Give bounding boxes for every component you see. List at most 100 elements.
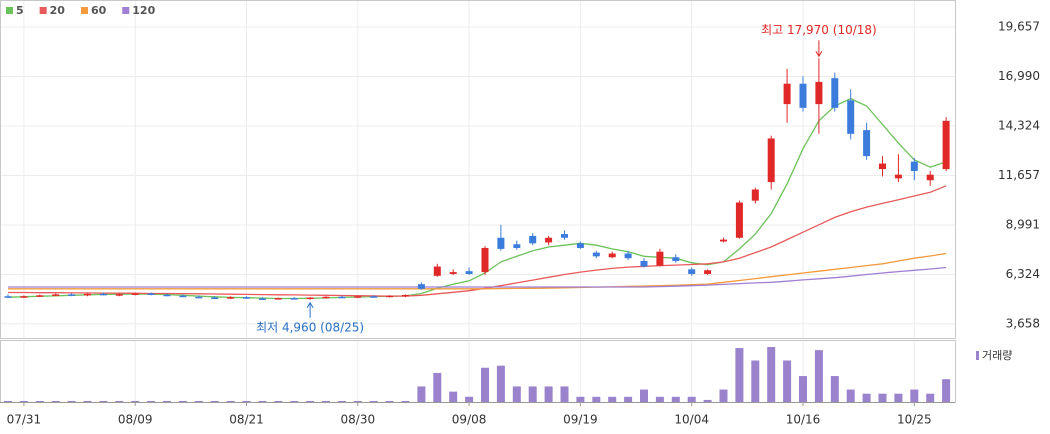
volume-bar — [624, 396, 633, 402]
candle-body — [624, 253, 632, 259]
volume-bar — [894, 393, 903, 402]
volume-bar — [337, 400, 346, 402]
volume-legend-label: 거래량 — [982, 349, 1012, 362]
candle-body — [847, 100, 855, 134]
volume-bar — [322, 400, 330, 402]
legend-label: 120 — [132, 4, 155, 17]
volume-bar — [369, 400, 378, 402]
volume-bar — [401, 400, 410, 402]
y-tick-label: 11,657 — [998, 168, 1040, 182]
volume-bar — [878, 393, 887, 402]
volume-bar — [99, 400, 108, 402]
volume-bar — [385, 400, 394, 402]
volume-bar — [115, 400, 124, 402]
y-tick-label: 8,991 — [1006, 217, 1040, 231]
annotation-arrowhead — [306, 301, 314, 309]
volume-bar — [767, 347, 776, 402]
volume-bar — [814, 350, 823, 402]
legend-swatch — [39, 7, 47, 14]
legend-swatch — [122, 7, 130, 14]
candle-body — [688, 269, 696, 274]
candle-body — [799, 83, 807, 108]
x-tick-label: 10/04 — [674, 413, 709, 427]
volume-bar — [942, 379, 951, 402]
legend-label: 5 — [16, 4, 24, 17]
y-tick-label: 19,657 — [998, 19, 1040, 33]
candle-body — [36, 295, 44, 297]
y-tick-label: 14,324 — [998, 118, 1040, 132]
volume-bar — [417, 386, 426, 402]
candle-body — [656, 251, 664, 266]
x-tick-label: 10/16 — [786, 413, 821, 427]
volume-bar — [846, 389, 855, 402]
candle-body — [513, 244, 521, 248]
candle-body — [720, 239, 727, 242]
candle-body — [910, 161, 918, 171]
candle-body — [465, 271, 473, 274]
candle-body — [243, 297, 250, 299]
candle-body — [402, 294, 409, 297]
volume-bar — [242, 400, 251, 402]
candle-body — [449, 272, 457, 274]
candle-body — [926, 174, 934, 181]
volume-bar — [147, 400, 156, 402]
volume-bar — [862, 393, 871, 402]
volume-panel — [0, 340, 956, 403]
volume-bar — [719, 389, 728, 402]
candle-body — [195, 296, 203, 299]
y-tick-label: 16,990 — [998, 69, 1040, 83]
volume-bar — [306, 400, 315, 402]
candle-body — [386, 295, 394, 298]
y-tick-label: 6,324 — [1006, 267, 1040, 281]
volume-bar — [576, 396, 585, 402]
volume-bar — [640, 389, 648, 402]
x-tick-label: 09/19 — [563, 413, 598, 427]
candle-body — [322, 296, 330, 299]
candle-body — [163, 294, 171, 297]
volume-bar — [290, 400, 299, 402]
candle-body — [545, 237, 553, 243]
ma-line — [8, 252, 947, 290]
legend-label: 60 — [91, 4, 107, 17]
volume-bar — [926, 393, 935, 402]
candle-body — [735, 202, 743, 238]
volume-bar — [210, 400, 219, 402]
candle-body — [481, 247, 489, 273]
annotation: 최고 17,970 (10/18) — [761, 23, 877, 37]
volume-bar — [703, 399, 712, 402]
volume-bar — [799, 376, 807, 402]
legend-label: 20 — [50, 4, 66, 17]
volume-bar — [481, 367, 489, 402]
candle-body — [433, 266, 441, 276]
candle-body — [704, 270, 712, 274]
volume-bar — [671, 396, 680, 402]
candle-body — [863, 130, 871, 157]
volume-bar — [449, 391, 458, 402]
price-panel — [0, 0, 956, 339]
legend-swatch — [80, 7, 88, 14]
candle-body — [529, 235, 537, 244]
candle-body — [576, 243, 584, 248]
x-tick-label: 07/31 — [7, 413, 42, 427]
ma-line — [7, 97, 947, 300]
candle-body — [338, 296, 346, 299]
volume-bar — [178, 400, 187, 402]
candle-body — [227, 297, 235, 299]
volume-bar — [83, 400, 92, 402]
volume-bar — [226, 400, 235, 402]
volume-bar — [544, 386, 553, 402]
ma-line — [8, 185, 947, 297]
candle-body — [306, 297, 314, 300]
volume-bar — [496, 365, 505, 402]
volume-bar — [163, 400, 171, 402]
candle-body — [147, 293, 155, 295]
x-tick-label: 08/09 — [118, 413, 153, 427]
x-tick-label: 10/25 — [897, 413, 932, 427]
candle-body — [894, 174, 902, 179]
x-tick-label: 08/21 — [229, 413, 264, 427]
candle-body — [68, 294, 76, 296]
x-tick-label: 08/30 — [341, 413, 376, 427]
volume-bar — [4, 400, 12, 402]
candle-body — [131, 293, 139, 295]
